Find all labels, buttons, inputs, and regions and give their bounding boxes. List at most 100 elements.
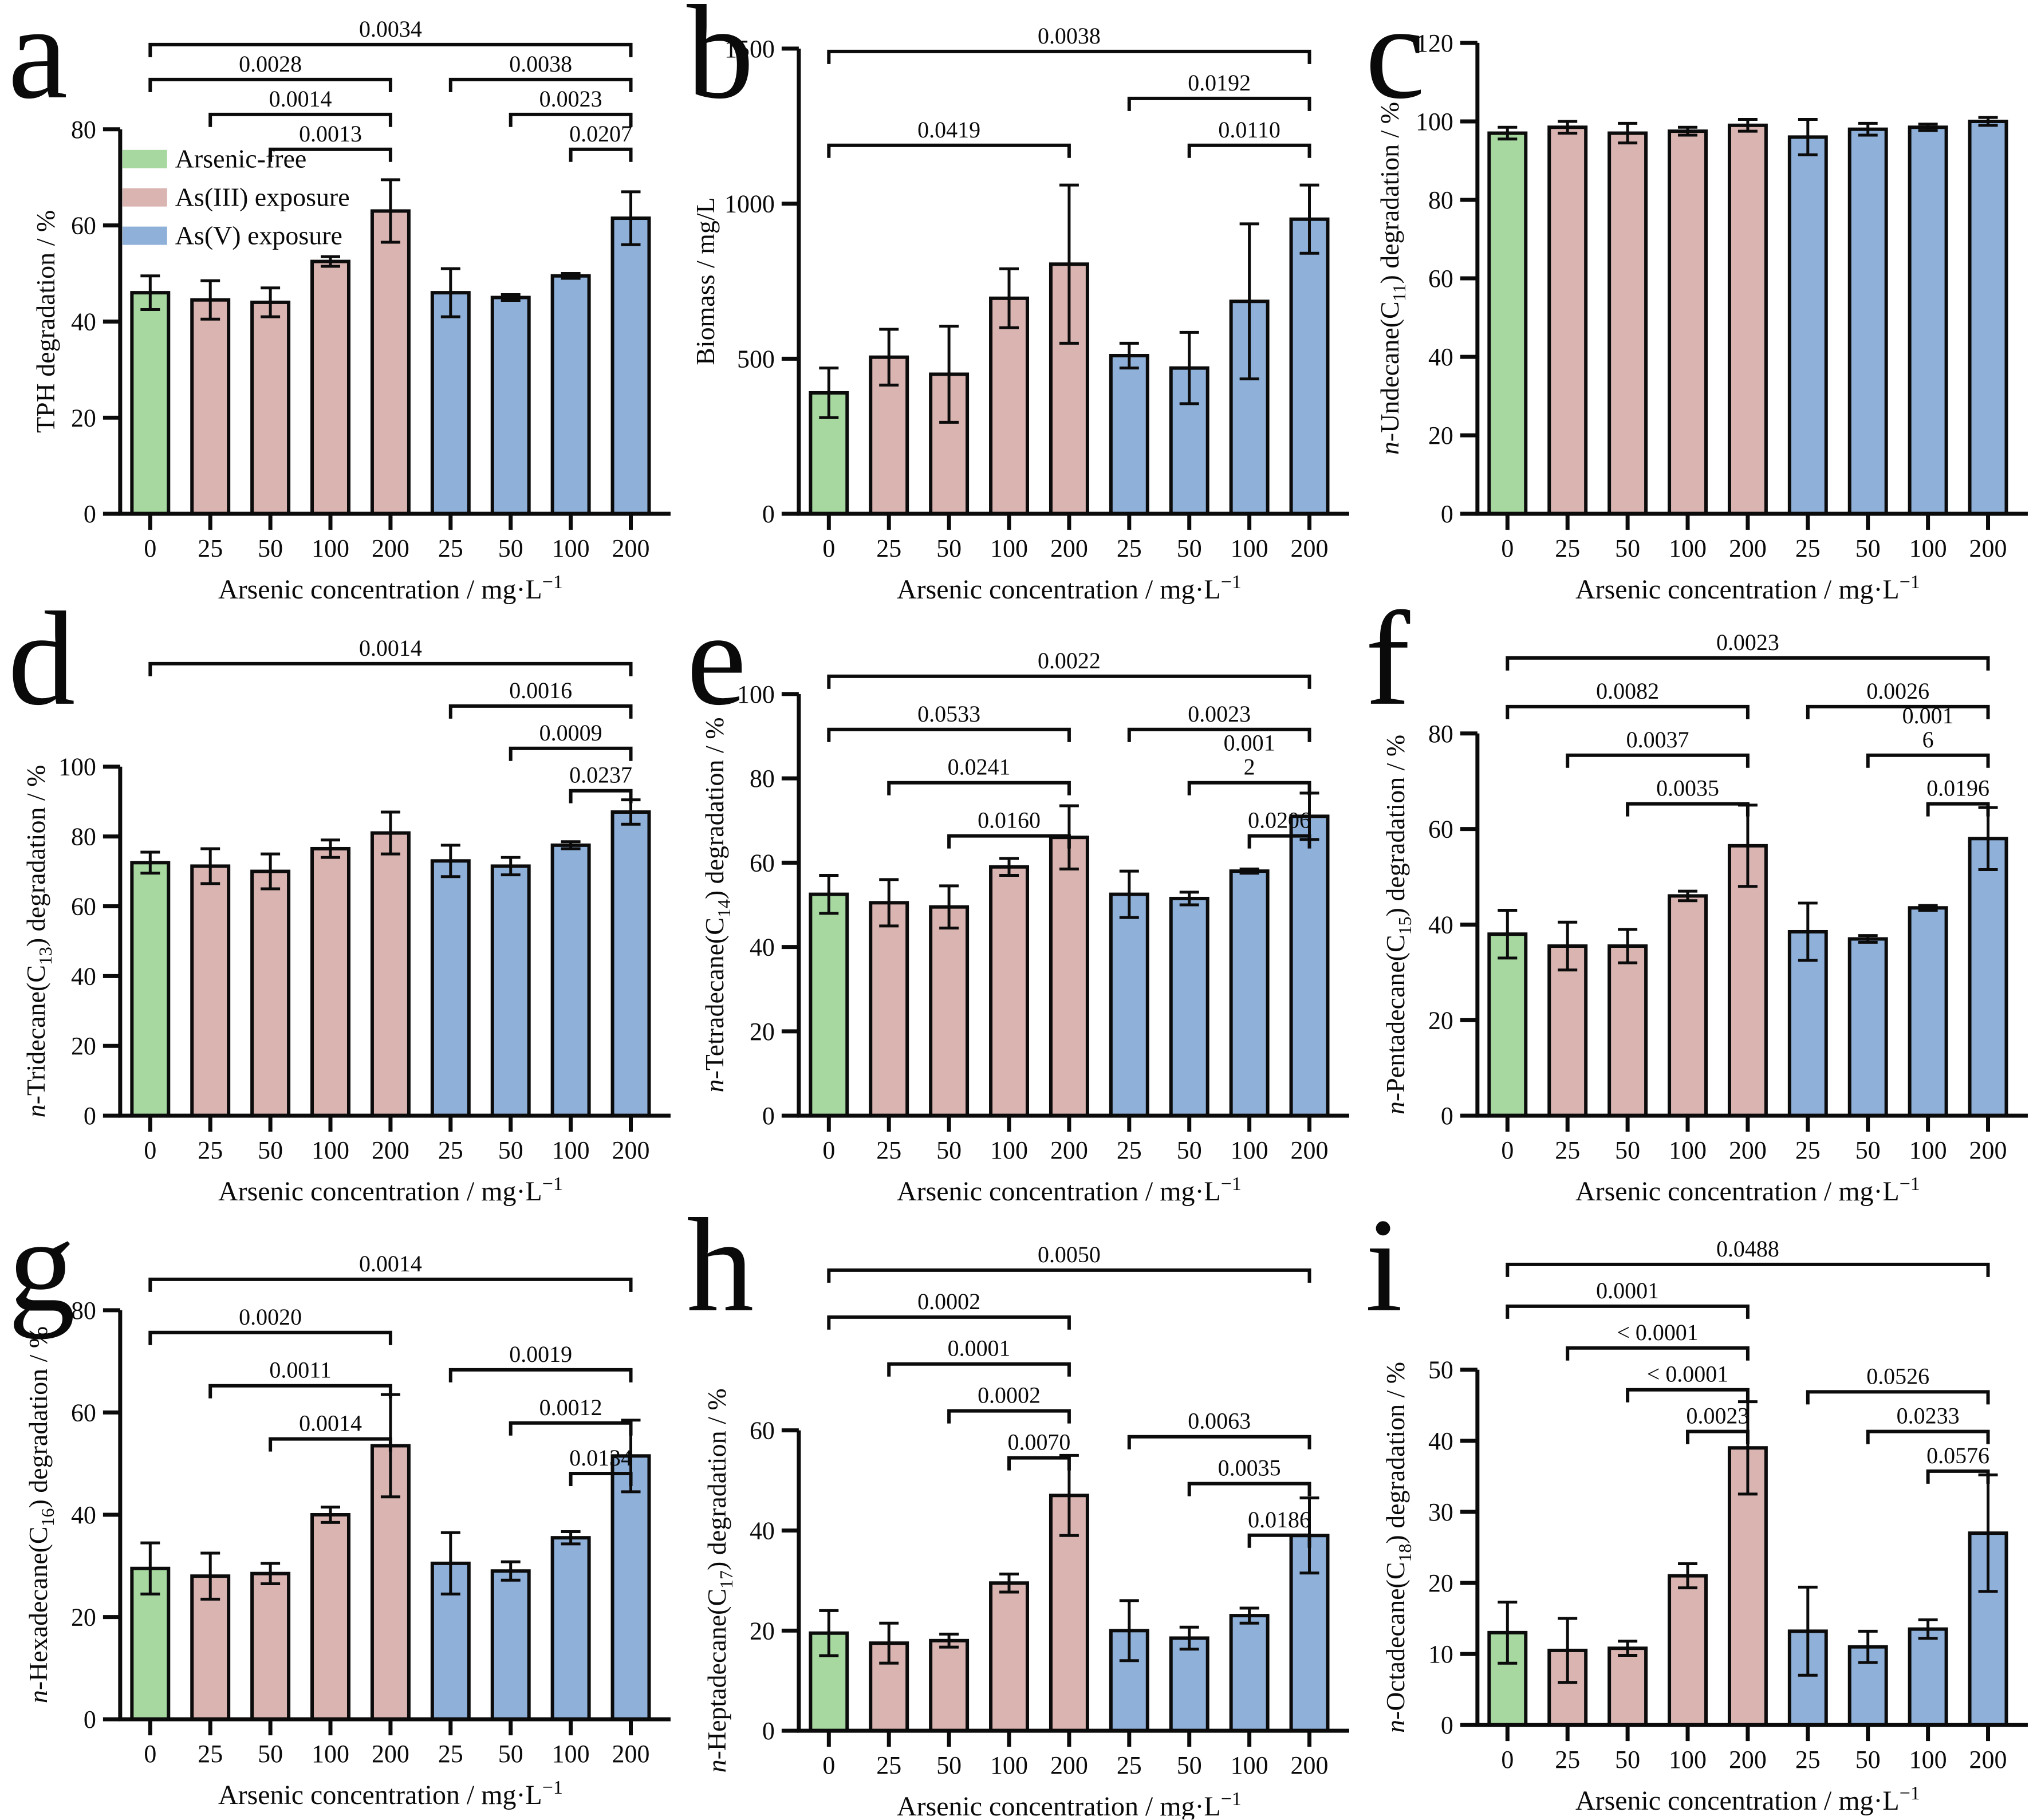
significance-bracket	[448, 77, 633, 92]
error-bar	[1978, 116, 1998, 127]
y-tick-label: 0	[762, 500, 775, 528]
x-tick-label: 50	[258, 1740, 283, 1768]
error-bar	[501, 856, 521, 877]
bar-as5-100	[1908, 906, 1948, 1118]
p-value-label: 0.0002	[978, 1382, 1041, 1408]
significance-bracket	[1127, 96, 1311, 111]
x-tick-label: 200	[1969, 1746, 2007, 1774]
significance-bracket	[509, 112, 633, 127]
p-value-label: 0.0233	[1897, 1403, 1960, 1429]
legend: Arsenic-free As(III) exposure As(V) exposu…	[122, 144, 350, 250]
bar-as5-25	[1787, 1629, 1828, 1727]
y-tick-label: 0	[1441, 1102, 1453, 1130]
p-value-label: 0.0063	[1188, 1408, 1251, 1434]
y-tick-label: 0	[1441, 1711, 1453, 1739]
error-bar	[999, 267, 1019, 329]
significance-bracket	[887, 781, 1071, 795]
x-tick-label: 50	[1855, 1746, 1881, 1774]
significance-bracket	[827, 1315, 1071, 1330]
y-tick-label: 120	[1416, 29, 1453, 57]
p-value-label: 0.0023	[1716, 629, 1779, 655]
error-bar	[1918, 123, 1938, 132]
bar-free-0	[130, 861, 171, 1118]
y-tick-label: 80	[750, 765, 775, 793]
panel-d: d 0.0014 0.0016 0.0009 0.0237 0 20 40 60 80 100 0 25…	[0, 606, 679, 1213]
legend-label: Arsenic-free	[175, 144, 307, 174]
x-tick-label: 25	[1795, 534, 1821, 562]
error-bar	[261, 1562, 281, 1586]
error-bar	[321, 838, 340, 859]
significance-bracket	[1506, 1304, 1750, 1319]
y-tick-label: 80	[71, 116, 96, 144]
x-tick-label: 0	[144, 534, 156, 562]
y-axis-title: n-Hexadecane(C16​) degradation / %	[23, 1326, 58, 1703]
error-bar	[1858, 934, 1878, 944]
y-tick-label: 60	[71, 1399, 96, 1427]
y-tick-label: 80	[1428, 720, 1453, 748]
bar-as3-25	[1547, 125, 1588, 516]
y-tick-label: 60	[1428, 265, 1453, 293]
x-tick-label: 50	[1177, 1136, 1202, 1164]
significance-bracket	[148, 661, 633, 676]
x-tick-label: 50	[498, 534, 523, 562]
x-tick-label: 25	[1555, 1136, 1580, 1164]
p-value-label: 0.0533	[917, 701, 980, 727]
x-tick-label: 0	[1501, 1136, 1514, 1164]
y-tick-label: 40	[1428, 911, 1453, 939]
axes	[1460, 41, 2028, 530]
x-tick-label: 100	[312, 1136, 349, 1164]
x-axis-title: Arsenic concentration / mg·L−1	[1575, 572, 1920, 605]
error-bar	[1299, 183, 1319, 255]
bar-as5-50	[490, 296, 531, 516]
y-tick-label: 40	[71, 308, 96, 336]
legend-swatch-free	[122, 149, 167, 168]
y-tick-label: 40	[71, 1501, 96, 1529]
significance-bracket	[1926, 1469, 1990, 1484]
x-tick-label: 200	[1729, 534, 1767, 562]
bar-as3-100	[1668, 129, 1708, 516]
error-bar	[1498, 908, 1518, 960]
bar-as3-200	[1049, 836, 1089, 1118]
error-bar	[939, 1632, 959, 1649]
bar-as5-200	[610, 1454, 651, 1721]
p-value-label: 0.0037	[1626, 727, 1689, 753]
bar-as3-25	[190, 864, 231, 1118]
bar-as5-200	[1968, 119, 2008, 516]
significance-bracket	[1686, 1429, 1750, 1444]
p-value-label: < 0.0001	[1617, 1319, 1698, 1345]
significance-bracket	[1187, 781, 1311, 795]
significance-bracket	[1506, 1262, 1990, 1277]
significance-bracket	[887, 1362, 1071, 1377]
p-value-label: 0.0488	[1716, 1236, 1779, 1262]
p-value-label: 6	[1922, 727, 1934, 753]
chart-svg-f: f 0.0023 0.0082 0.0026 0.0037 0.0016 0.0035 0.0…	[1365, 606, 2028, 1207]
x-tick-label: 25	[198, 534, 223, 562]
panel-letter: e	[687, 606, 746, 733]
x-tick-label: 50	[1855, 534, 1881, 562]
significance-bracket	[827, 727, 1071, 742]
error-bar	[321, 255, 340, 268]
bar-as3-50	[929, 1638, 970, 1733]
bar-as3-100	[310, 1513, 350, 1721]
x-tick-label: 200	[1050, 1136, 1088, 1164]
p-value-label: 0.0001	[1596, 1278, 1659, 1303]
x-tick-label: 25	[876, 1136, 901, 1164]
axes	[781, 46, 1349, 530]
bar-as3-200	[370, 209, 411, 516]
x-tick-label: 25	[1117, 534, 1142, 562]
x-tick-label: 100	[312, 1740, 349, 1768]
bar-as5-200	[1289, 217, 1330, 516]
x-tick-label: 100	[1909, 1136, 1947, 1164]
panel-i: i 0.0488 0.0001 < 0.0001 < 0.0001 0.0526 0.002…	[1357, 1213, 2036, 1819]
error-bar	[1498, 125, 1518, 141]
error-bar	[819, 1609, 839, 1657]
error-bar	[261, 852, 281, 891]
panel-f: f 0.0023 0.0082 0.0026 0.0037 0.001 6 0.0035 0.0…	[1357, 606, 2036, 1213]
p-value-label: 0.0035	[1656, 775, 1719, 801]
p-value-label: 0.0022	[1038, 648, 1101, 673]
significance-bracket	[1566, 1346, 1750, 1361]
bar-as5-25	[430, 859, 471, 1118]
legend-label: As(V) exposure	[175, 221, 342, 250]
bar-as5-25	[1109, 892, 1149, 1118]
bar-as3-100	[1668, 1574, 1708, 1727]
